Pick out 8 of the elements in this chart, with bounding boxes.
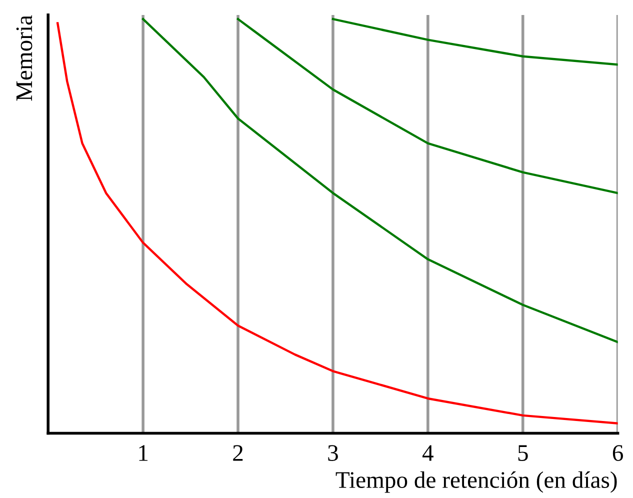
y-axis-title: Memoria xyxy=(16,15,32,101)
x-tick-label: 1 xyxy=(139,445,148,461)
x-tick-label: 2 xyxy=(233,445,243,461)
x-tick-label: 4 xyxy=(422,445,434,461)
x-tick-label: 5 xyxy=(518,445,528,461)
x-axis-title: Tiempo de retención (en días) xyxy=(336,471,617,493)
x-tick-label: 3 xyxy=(328,445,338,461)
x-tick-label: 6 xyxy=(612,445,624,461)
